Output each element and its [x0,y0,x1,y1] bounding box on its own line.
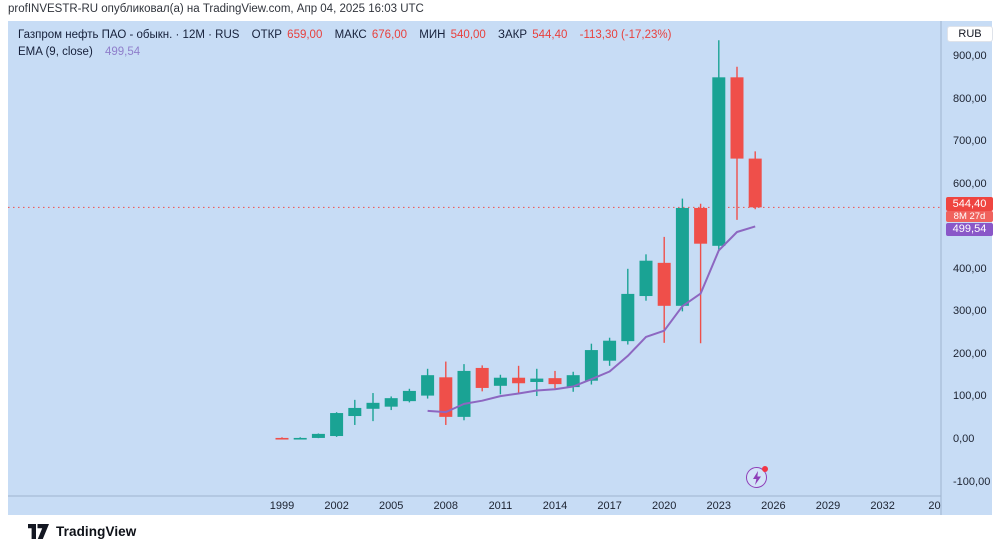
candle-body [457,370,471,417]
candle-body [675,207,689,306]
candle-body [639,260,653,297]
candle-body [548,378,562,385]
y-axis-tick: 0,00 [953,433,975,445]
ema-value-badge: 499,54 [946,222,993,236]
y-axis-tick: 300,00 [953,305,987,318]
lightning-bolt-icon [752,470,761,485]
x-axis-tick: 2005 [378,500,404,512]
idea-flash-icon[interactable] [746,466,768,488]
tradingview-logo-text: TradingView [56,524,137,539]
candle-body [475,367,489,388]
change-value: -113,30 (-17,23%) [579,29,672,41]
x-axis-tick: 2026 [761,500,786,512]
x-axis-tick: 2014 [542,500,568,512]
x-axis-tick: 2020 [651,500,677,512]
y-axis-tick: 200,00 [953,347,987,360]
candle-body [384,398,398,407]
y-axis-tick: 100,00 [953,390,987,403]
y-axis-tick: 900,00 [953,50,987,63]
candle-body [512,377,526,384]
y-axis-tick: -100,00 [953,475,991,488]
candle-body [566,375,580,388]
ema-value: 499,54 [104,46,141,58]
ema-line [427,225,756,414]
open-value: 659,00 [287,29,323,41]
candle-body [348,407,362,417]
candle-body [275,437,289,440]
candle-body [402,390,416,402]
candle-body [421,375,435,396]
candlestick-chart[interactable] [8,21,992,515]
currency-button[interactable]: RUB [947,26,993,42]
low-label: МИН [419,29,446,41]
y-axis-tick: 600,00 [953,177,987,190]
x-axis-tick: 2008 [433,500,459,512]
low-value: 540,00 [450,29,486,41]
candle-body [584,350,598,381]
bar-countdown-badge: 8M 27d [946,211,993,222]
x-axis-tick: 1999 [269,500,295,512]
x-axis-tick: 2002 [324,500,349,512]
open-label: ОТКР [251,29,282,41]
candle-body [603,340,617,361]
candle-body [748,158,762,208]
ema-label: EMA (9, close) [18,46,93,58]
tradingview-logo-icon [28,524,49,539]
close-label: ЗАКР [498,29,528,41]
candle-body [311,433,325,438]
x-axis-tick: 2017 [597,500,622,512]
last-price-badge: 544,40 [946,197,993,211]
publish-byline: profINVESTR-RU опубликовал(а) на Trading… [8,3,424,15]
candle-body [712,77,726,246]
tradingview-logo[interactable]: TradingView [28,524,136,539]
x-axis-tick: 2029 [815,500,841,512]
close-value: 544,40 [532,29,568,41]
y-axis-tick: 400,00 [953,262,987,275]
candle-body [530,378,544,382]
y-axis-tick: 800,00 [953,92,987,105]
high-value: 676,00 [371,29,408,41]
x-axis-tick: 20 [928,500,941,512]
candle-body [366,402,380,409]
candle-body [730,77,744,159]
candle-body [439,377,453,417]
chart-panel[interactable]: Газпром нефть ПАО - обыкн. · 12M · RUS О… [8,21,993,515]
notification-dot [762,466,768,472]
y-axis-tick: 700,00 [953,135,987,148]
candle-body [621,293,635,342]
chart-legend: Газпром нефть ПАО - обыкн. · 12M · RUS О… [18,29,671,58]
ema-legend-row: EMA (9, close) 499,54 [18,46,671,58]
candle-body [657,262,671,306]
x-axis-tick: 2023 [706,500,732,512]
high-label: МАКС [334,29,367,41]
symbol-title: Газпром нефть ПАО - обыкн. · 12M · RUS [18,29,240,41]
candle-body [694,207,708,244]
candle-body [330,413,344,437]
x-axis-tick: 2032 [870,500,895,512]
symbol-legend-row: Газпром нефть ПАО - обыкн. · 12M · RUS О… [18,29,671,41]
candle-body [493,377,507,386]
x-axis-tick: 2011 [488,500,513,512]
candle-body [293,437,307,440]
